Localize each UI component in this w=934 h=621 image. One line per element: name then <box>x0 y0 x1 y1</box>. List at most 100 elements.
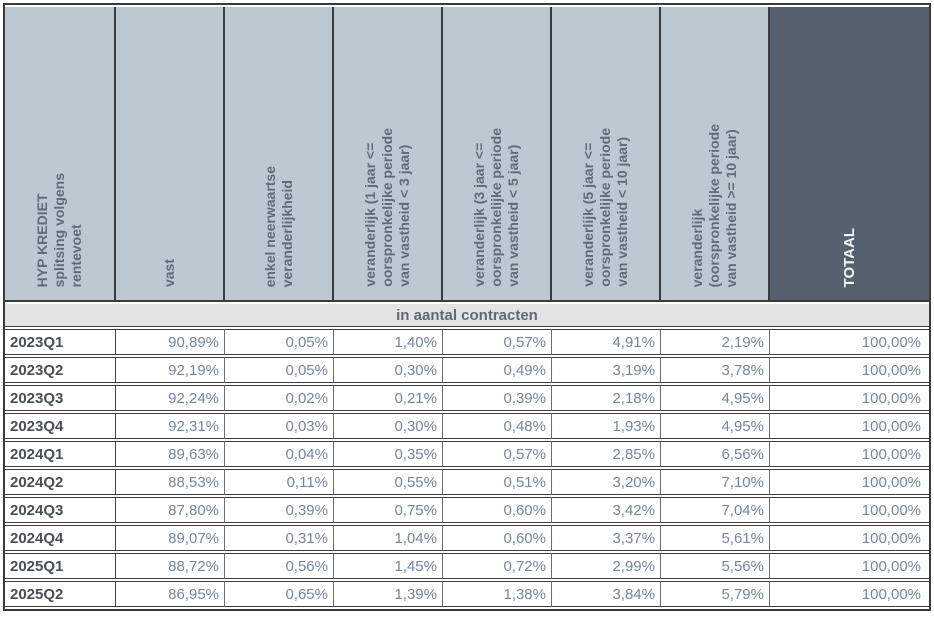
data-cell: 0,72% <box>443 553 552 579</box>
data-cell: 6,56% <box>661 441 770 467</box>
header-row: HYP KREDIET splitsing volgens rentevoet … <box>5 7 929 302</box>
column-header-label: veranderlijk (3 jaar <= oorspronkelijke … <box>471 128 521 287</box>
data-cell: 0,49% <box>443 357 552 383</box>
data-cell: 4,95% <box>661 413 770 439</box>
table-row: 2024Q3 87,80% 0,39% 0,75% 0,60% 3,42% 7,… <box>5 497 929 523</box>
row-label: 2023Q1 <box>5 329 116 355</box>
data-cell: 0,31% <box>225 525 334 551</box>
column-header-veranderlijk-1-3: veranderlijk (1 jaar <= oorspronkelijke … <box>334 7 443 302</box>
corner-header-cell: HYP KREDIET splitsing volgens rentevoet <box>5 7 116 302</box>
row-label: 2024Q2 <box>5 469 116 495</box>
column-header-label: vast <box>161 258 177 287</box>
table-row: 2025Q2 86,95% 0,65% 1,39% 1,38% 3,84% 5,… <box>5 581 929 607</box>
data-cell: 0,57% <box>443 441 552 467</box>
data-cell: 5,61% <box>661 525 770 551</box>
data-cell: 0,30% <box>334 413 443 439</box>
row-label: 2024Q3 <box>5 497 116 523</box>
data-cell: 1,39% <box>334 581 443 607</box>
table-row: 2024Q2 88,53% 0,11% 0,55% 0,51% 3,20% 7,… <box>5 469 929 495</box>
data-cell: 0,39% <box>443 385 552 411</box>
data-cell: 3,42% <box>552 497 661 523</box>
data-cell-totaal: 100,00% <box>770 525 929 551</box>
data-cell: 3,37% <box>552 525 661 551</box>
data-cell: 0,60% <box>443 497 552 523</box>
column-header-totaal: TOTAAL <box>770 7 929 302</box>
data-cell-totaal: 100,00% <box>770 357 929 383</box>
data-cell: 1,93% <box>552 413 661 439</box>
column-header-label: veranderlijk (1 jaar <= oorspronkelijke … <box>362 128 412 287</box>
data-cell: 0,60% <box>443 525 552 551</box>
data-cell: 3,84% <box>552 581 661 607</box>
data-cell: 0,75% <box>334 497 443 523</box>
unit-row: in aantal contracten <box>5 304 929 327</box>
data-cell-totaal: 100,00% <box>770 497 929 523</box>
data-cell: 1,04% <box>334 525 443 551</box>
data-cell: 0,56% <box>225 553 334 579</box>
data-cell: 5,56% <box>661 553 770 579</box>
data-cell: 92,31% <box>116 413 225 439</box>
data-cell: 4,91% <box>552 329 661 355</box>
rate-split-table-frame: HYP KREDIET splitsing volgens rentevoet … <box>3 3 931 611</box>
data-cell: 0,05% <box>225 329 334 355</box>
data-cell: 88,53% <box>116 469 225 495</box>
row-label: 2024Q1 <box>5 441 116 467</box>
column-header-veranderlijk-5-10: veranderlijk (5 jaar <= oorspronkelijke … <box>552 7 661 302</box>
data-cell-totaal: 100,00% <box>770 385 929 411</box>
row-label: 2025Q2 <box>5 581 116 607</box>
row-label: 2023Q3 <box>5 385 116 411</box>
table-row: 2023Q3 92,24% 0,02% 0,21% 0,39% 2,18% 4,… <box>5 385 929 411</box>
data-cell: 3,20% <box>552 469 661 495</box>
data-cell: 1,40% <box>334 329 443 355</box>
column-header-enkel-neerwaartse: enkel neerwaartse veranderlijkheid <box>225 7 334 302</box>
data-cell: 89,07% <box>116 525 225 551</box>
unit-label: in aantal contracten <box>5 304 929 327</box>
data-cell-totaal: 100,00% <box>770 441 929 467</box>
column-header-vast: vast <box>116 7 225 302</box>
data-cell: 2,99% <box>552 553 661 579</box>
table-row: 2025Q1 88,72% 0,56% 1,45% 0,72% 2,99% 5,… <box>5 553 929 579</box>
data-cell: 0,65% <box>225 581 334 607</box>
data-cell: 0,21% <box>334 385 443 411</box>
data-cell: 2,85% <box>552 441 661 467</box>
data-cell-totaal: 100,00% <box>770 581 929 607</box>
data-cell: 86,95% <box>116 581 225 607</box>
data-cell: 89,63% <box>116 441 225 467</box>
table-row: 2023Q1 90,89% 0,05% 1,40% 0,57% 4,91% 2,… <box>5 329 929 355</box>
rate-split-table: HYP KREDIET splitsing volgens rentevoet … <box>5 5 929 609</box>
column-header-label: TOTAAL <box>841 227 858 287</box>
data-cell: 7,04% <box>661 497 770 523</box>
data-cell: 4,95% <box>661 385 770 411</box>
data-cell: 0,35% <box>334 441 443 467</box>
data-cell: 0,30% <box>334 357 443 383</box>
column-header-veranderlijk-3-5: veranderlijk (3 jaar <= oorspronkelijke … <box>443 7 552 302</box>
column-header-label: veranderlijk (oorspronkelijke periode va… <box>689 123 739 287</box>
column-header-veranderlijk-10plus: veranderlijk (oorspronkelijke periode va… <box>661 7 770 302</box>
corner-header-label: HYP KREDIET splitsing volgens rentevoet <box>34 172 84 287</box>
row-label: 2024Q4 <box>5 525 116 551</box>
data-cell: 90,89% <box>116 329 225 355</box>
data-cell: 0,02% <box>225 385 334 411</box>
data-cell: 88,72% <box>116 553 225 579</box>
column-header-label: veranderlijk (5 jaar <= oorspronkelijke … <box>580 128 630 287</box>
data-cell-totaal: 100,00% <box>770 553 929 579</box>
data-cell: 2,18% <box>552 385 661 411</box>
row-label: 2023Q2 <box>5 357 116 383</box>
data-cell: 0,04% <box>225 441 334 467</box>
data-cell-totaal: 100,00% <box>770 329 929 355</box>
table-row: 2023Q2 92,19% 0,05% 0,30% 0,49% 3,19% 3,… <box>5 357 929 383</box>
data-cell: 0,55% <box>334 469 443 495</box>
row-label: 2023Q4 <box>5 413 116 439</box>
data-cell: 3,19% <box>552 357 661 383</box>
data-cell: 87,80% <box>116 497 225 523</box>
data-cell: 0,11% <box>225 469 334 495</box>
data-cell: 0,51% <box>443 469 552 495</box>
data-cell: 0,05% <box>225 357 334 383</box>
data-cell-totaal: 100,00% <box>770 469 929 495</box>
data-cell: 0,03% <box>225 413 334 439</box>
data-cell: 0,39% <box>225 497 334 523</box>
data-cell: 0,57% <box>443 329 552 355</box>
data-cell: 92,24% <box>116 385 225 411</box>
table-row: 2023Q4 92,31% 0,03% 0,30% 0,48% 1,93% 4,… <box>5 413 929 439</box>
table-row: 2024Q4 89,07% 0,31% 1,04% 0,60% 3,37% 5,… <box>5 525 929 551</box>
row-label: 2025Q1 <box>5 553 116 579</box>
